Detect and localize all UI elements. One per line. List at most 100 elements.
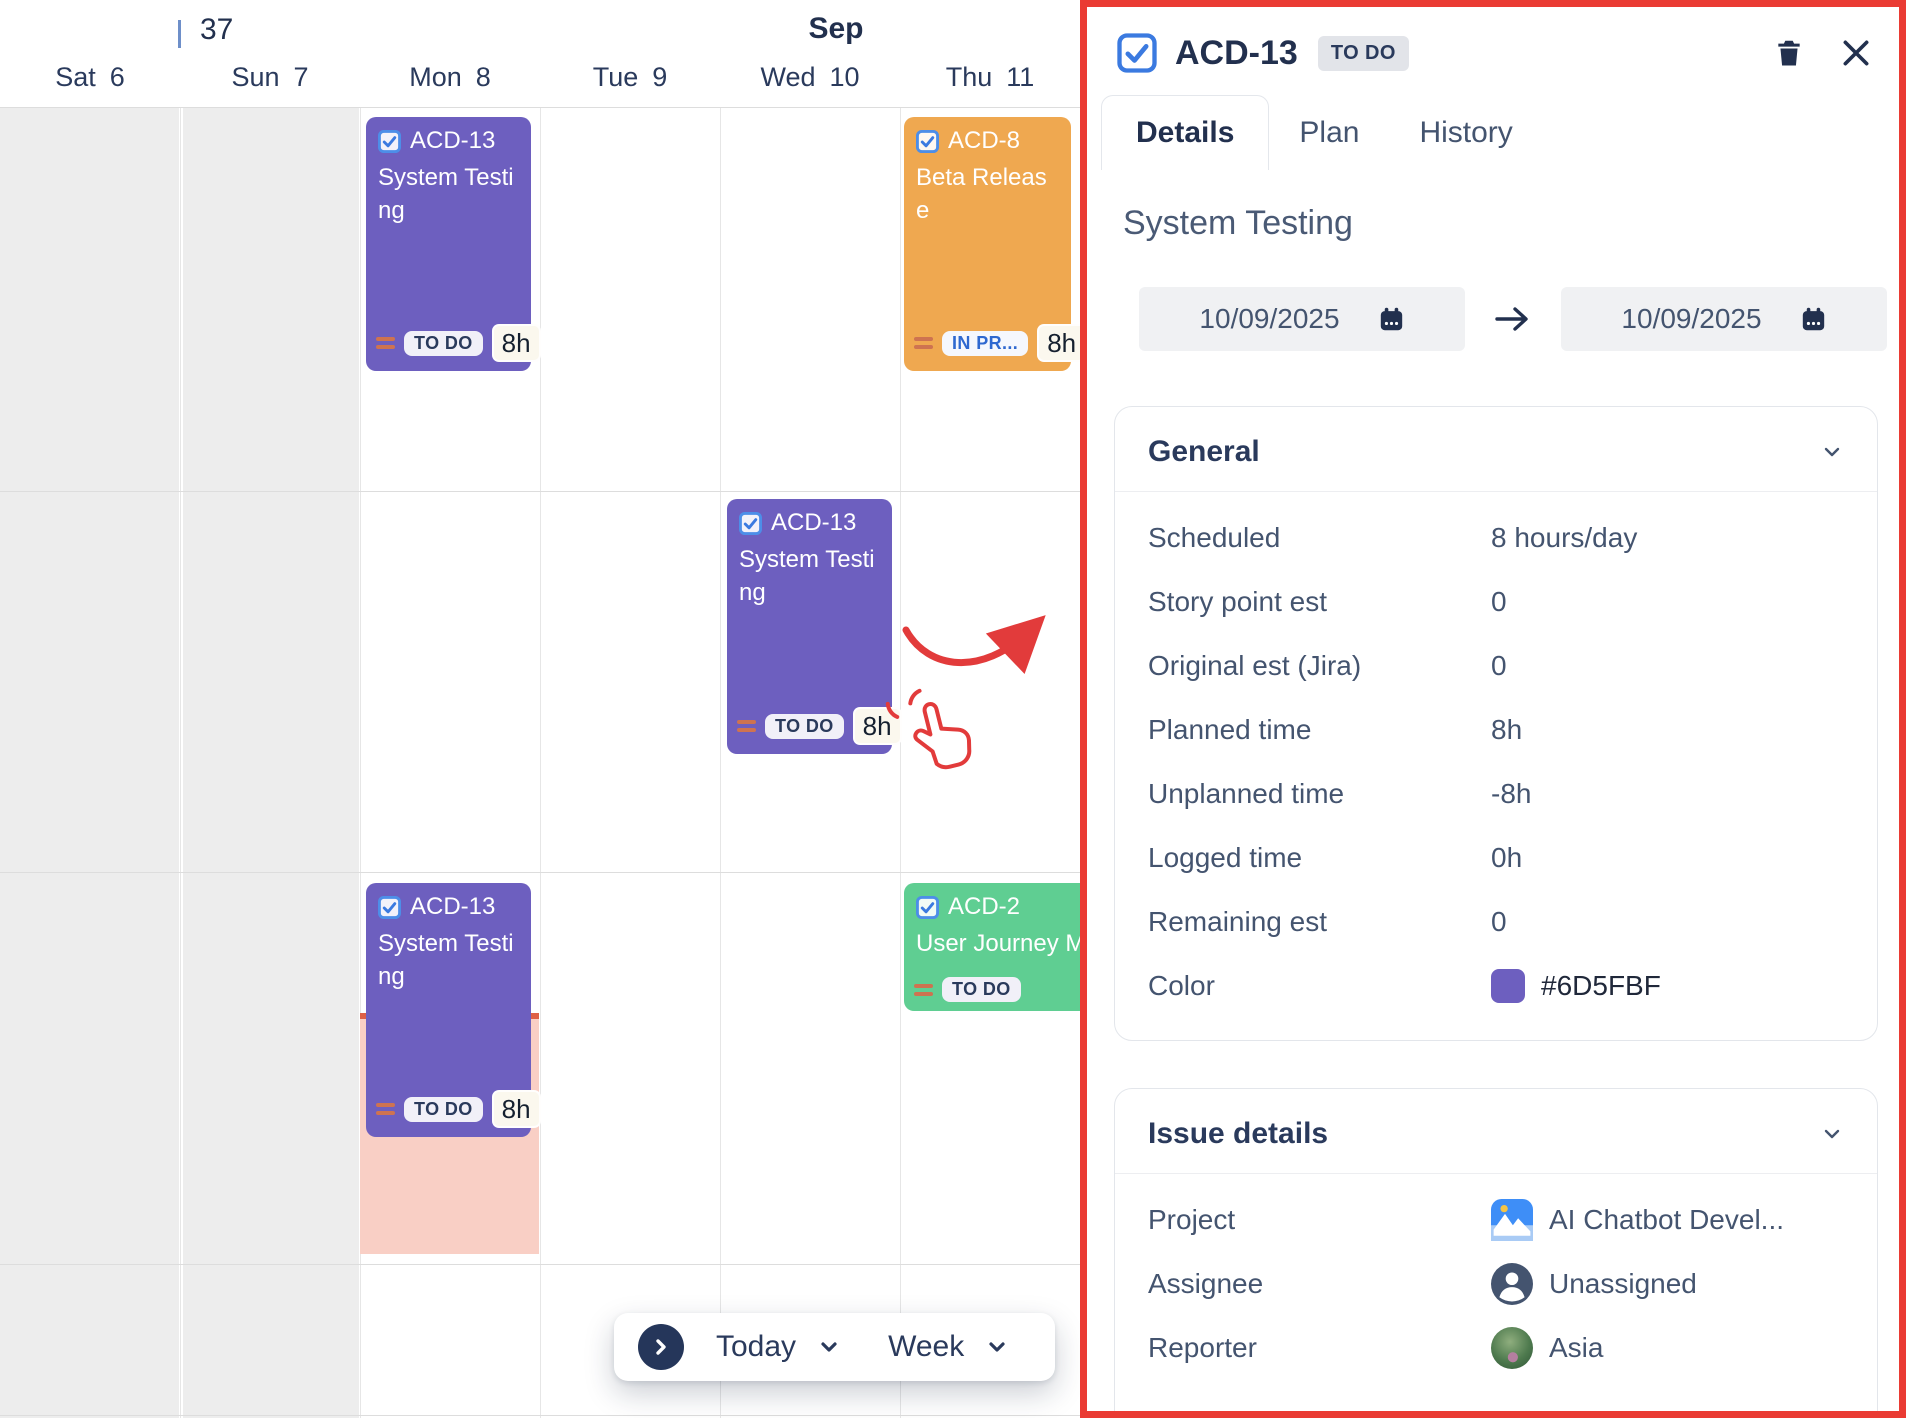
today-dropdown-chevron-icon[interactable] bbox=[818, 1336, 840, 1358]
hours-badge: 8h bbox=[491, 1090, 541, 1128]
delete-button[interactable] bbox=[1773, 36, 1805, 70]
status-badge: TO DO bbox=[942, 977, 1021, 1002]
weekend-column-sun bbox=[183, 107, 359, 1418]
day-header-mon: Mon 8 bbox=[409, 62, 491, 92]
issue-detail-panel: ACD-13 TO DO Details Plan History System… bbox=[1080, 0, 1906, 1418]
field-row: Original est (Jira) 0 bbox=[1148, 650, 1507, 681]
event-card-acd13-mon[interactable]: ACD-13 System Testing TO DO 8h bbox=[366, 117, 541, 371]
event-card-acd13-mon2[interactable]: ACD-13 System Testing TO DO 8h bbox=[366, 883, 541, 1137]
project-avatar bbox=[1491, 1199, 1533, 1241]
event-title: User Journey M bbox=[916, 930, 1086, 957]
red-curved-arrow bbox=[902, 615, 1046, 675]
field-row: Scheduled 8 hours/day bbox=[1148, 522, 1638, 553]
grid-line bbox=[0, 107, 1906, 108]
event-key: ACD-8 bbox=[948, 127, 1021, 154]
view-dropdown-chevron-icon[interactable] bbox=[986, 1336, 1008, 1358]
status-badge: IN PR... bbox=[942, 330, 1029, 356]
issue-key: ACD-13 bbox=[1175, 33, 1298, 72]
photo-avatar bbox=[1491, 1327, 1533, 1369]
weekend-column-sat bbox=[0, 107, 179, 1418]
field-row-project: Project AI Chatbot Devel... bbox=[1148, 1188, 1843, 1252]
close-icon bbox=[1843, 40, 1869, 66]
status-badge: TO DO bbox=[765, 713, 844, 739]
priority-medium-icon bbox=[737, 720, 756, 732]
checkbox-task-icon bbox=[739, 511, 762, 535]
day-header-tue: Tue 9 bbox=[592, 62, 668, 92]
priority-medium-icon bbox=[376, 337, 395, 349]
collapse-chevron-icon[interactable] bbox=[1821, 441, 1843, 463]
grid-line bbox=[540, 107, 541, 1418]
issue-summary[interactable]: System Testing bbox=[1123, 204, 1353, 242]
grid-line bbox=[360, 107, 361, 1418]
day-header-wed: Wed 10 bbox=[760, 62, 860, 92]
view-mode-selector[interactable]: Week bbox=[888, 1330, 965, 1363]
priority-medium-icon bbox=[376, 1103, 395, 1115]
tab-history[interactable]: History bbox=[1419, 116, 1513, 149]
start-date-input[interactable]: 10/09/2025 bbox=[1139, 287, 1465, 351]
event-card-acd13-wed[interactable]: ACD-13 System Testing TO DO 8h bbox=[727, 499, 902, 754]
trash-icon bbox=[1778, 40, 1800, 66]
day-header-sun: Sun 7 bbox=[231, 62, 309, 92]
next-period-button[interactable] bbox=[638, 1324, 684, 1370]
hours-badge: 8h bbox=[1037, 324, 1087, 362]
issue-status-badge: TO DO bbox=[1317, 35, 1409, 71]
event-card-acd8-thu[interactable]: ACD-8 Beta Release IN PR... 8h bbox=[904, 117, 1087, 371]
calendar-icon bbox=[1380, 307, 1402, 330]
person-icon bbox=[1491, 1263, 1533, 1305]
week-number-label: 37 bbox=[200, 13, 234, 46]
assignee-value[interactable]: Unassigned bbox=[1491, 1263, 1697, 1305]
event-card-acd2-thu[interactable]: ACD-2 User Journey M TO DO bbox=[904, 883, 1094, 1011]
color-swatch[interactable] bbox=[1491, 969, 1525, 1003]
section-title: Issue details bbox=[1148, 1117, 1329, 1150]
event-key: ACD-13 bbox=[771, 509, 857, 536]
event-title: System Testing bbox=[378, 164, 514, 224]
tab-plan[interactable]: Plan bbox=[1299, 116, 1360, 149]
panel-header: ACD-13 TO DO bbox=[1087, 7, 1899, 73]
grid-line bbox=[0, 1415, 1906, 1416]
hours-badge: 8h bbox=[491, 324, 541, 362]
today-button[interactable]: Today bbox=[716, 1330, 797, 1363]
grid-line bbox=[720, 107, 721, 1418]
chevron-right-icon bbox=[656, 1339, 666, 1355]
event-key: ACD-13 bbox=[410, 127, 496, 154]
project-value[interactable]: AI Chatbot Devel... bbox=[1491, 1199, 1784, 1241]
panel-tabs: Details Plan History bbox=[1087, 95, 1899, 170]
checkbox-task-icon bbox=[1117, 33, 1157, 73]
checkbox-task-icon bbox=[916, 129, 939, 153]
event-title: System Testing bbox=[378, 930, 514, 990]
tab-details[interactable]: Details bbox=[1101, 95, 1270, 170]
arrow-right-icon bbox=[1493, 303, 1533, 335]
event-key: ACD-13 bbox=[410, 893, 496, 920]
field-row: Logged time 0h bbox=[1148, 842, 1523, 873]
week-marker-bar bbox=[178, 20, 181, 48]
event-key: ACD-2 bbox=[948, 893, 1021, 920]
field-row-color: Color #6D5FBF bbox=[1148, 969, 1661, 1003]
event-title: Beta Release bbox=[916, 164, 1047, 224]
collapse-chevron-icon[interactable] bbox=[1821, 1123, 1843, 1145]
grid-line bbox=[900, 107, 901, 1418]
grid-line bbox=[0, 1264, 1906, 1265]
end-date-input[interactable]: 10/09/2025 bbox=[1561, 287, 1887, 351]
field-row-assignee: Assignee Unassigned bbox=[1148, 1252, 1843, 1316]
status-badge: TO DO bbox=[404, 1096, 483, 1122]
section-title: General bbox=[1148, 435, 1260, 468]
hours-badge: 8h bbox=[852, 707, 902, 745]
general-section: General Scheduled 8 hours/day Story poin… bbox=[1114, 406, 1878, 1041]
date-range: 10/09/2025 10/09/2025 bbox=[1139, 287, 1899, 351]
priority-medium-icon bbox=[914, 983, 933, 996]
priority-medium-icon bbox=[914, 337, 933, 349]
field-row: Unplanned time -8h bbox=[1148, 778, 1532, 809]
grid-line bbox=[180, 107, 181, 1418]
calendar-toolbar: Today Week bbox=[614, 1313, 1055, 1381]
event-title: System Testing bbox=[739, 546, 875, 606]
close-button[interactable] bbox=[1839, 36, 1873, 70]
grid-line bbox=[0, 491, 1906, 492]
reporter-value[interactable]: Asia bbox=[1491, 1327, 1603, 1369]
checkbox-task-icon bbox=[916, 895, 939, 919]
day-header-thu: Thu 11 bbox=[945, 62, 1035, 92]
field-row-reporter: Reporter Asia bbox=[1148, 1316, 1843, 1380]
field-row: Planned time 8h bbox=[1148, 714, 1523, 745]
issue-details-section: Issue details Project bbox=[1114, 1088, 1878, 1411]
calendar-icon bbox=[1802, 307, 1824, 330]
